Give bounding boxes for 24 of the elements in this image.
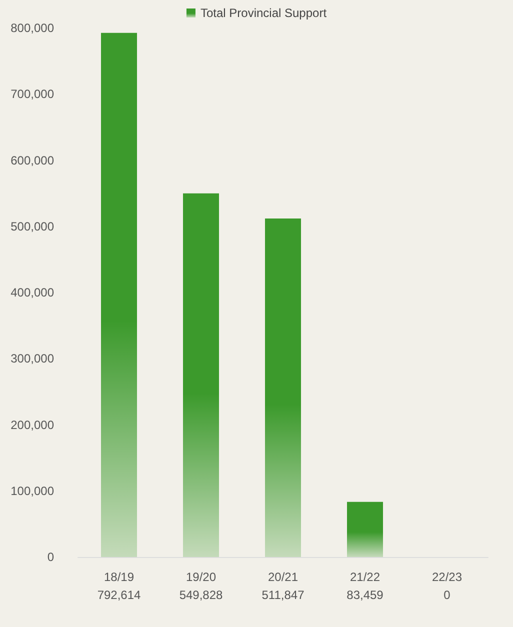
y-tick-label: 100,000 <box>10 484 54 498</box>
data-label: 549,828 <box>179 588 224 602</box>
y-tick-label: 700,000 <box>10 87 54 102</box>
y-tick-label: 600,000 <box>10 153 54 168</box>
y-tick-label: 500,000 <box>10 219 54 234</box>
data-label: 83,459 <box>346 588 384 602</box>
bar <box>101 32 137 557</box>
data-label: 792,614 <box>97 588 142 602</box>
x-tick-label: 19/20 <box>186 570 216 584</box>
y-tick-label: 300,000 <box>10 352 54 366</box>
x-tick-label: 20/21 <box>268 570 298 584</box>
x-tick-label: 18/19 <box>104 570 134 584</box>
y-tick-label: 200,000 <box>10 418 54 432</box>
data-label: 511,847 <box>262 588 305 602</box>
y-tick-label: 800,000 <box>10 21 54 35</box>
bar <box>265 218 301 557</box>
y-tick-label: 0 <box>47 550 54 564</box>
bar <box>183 193 219 557</box>
x-tick-label: 22/23 <box>432 570 462 584</box>
x-tick-label: 21/22 <box>350 570 380 584</box>
data-label: 0 <box>444 588 451 602</box>
bar <box>347 502 383 557</box>
y-tick-label: 400,000 <box>10 286 54 300</box>
legend-label: Total Provincial Support <box>200 6 328 20</box>
